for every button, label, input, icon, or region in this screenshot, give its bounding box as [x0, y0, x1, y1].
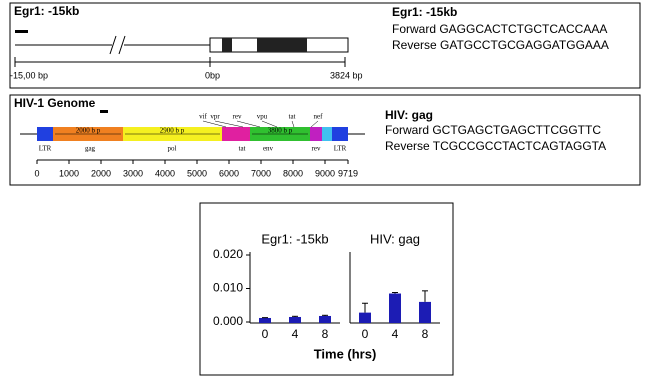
gene-label: vpr [210, 113, 220, 121]
gene-pointer [214, 120, 244, 128]
axis-tick-label: 9000 [315, 168, 335, 178]
scale-label: 3824 bp [330, 70, 363, 80]
x-tick-label: 4 [292, 327, 299, 341]
bar [319, 315, 331, 323]
exon [222, 38, 232, 52]
segment-label: 2900 b p [160, 127, 185, 135]
primer-forward: Forward GCTGAGCTGAGCTTCGGTTC [385, 123, 601, 137]
primer-reverse: Reverse TCGCCGCCTACTCAGTAGGTA [385, 139, 606, 153]
gene-label: vpu [257, 113, 268, 121]
ltr [332, 127, 348, 141]
rev-region [310, 127, 322, 141]
scale-label: -15,00 bp [10, 70, 48, 80]
gene-pointer [291, 120, 295, 128]
gene-label: nef [314, 113, 324, 121]
gene-label: tat [239, 145, 246, 153]
x-tick-label: 4 [392, 327, 399, 341]
primer-title: Egr1: -15kb [392, 5, 457, 19]
x-tick-label: 8 [422, 327, 429, 341]
bar [419, 301, 431, 323]
primer-reverse: Reverse GATGCCTGCGAGGATGGAAA [392, 38, 609, 52]
y-tick-label: 0.020 [213, 247, 243, 261]
axis-tick-label: 8000 [283, 168, 303, 178]
x-tick-label: 0 [262, 327, 269, 341]
axis-tick-label: 1000 [59, 168, 79, 178]
y-tick-label: 0.000 [213, 314, 243, 328]
x-axis-title: Time (hrs) [314, 346, 377, 361]
exon [257, 38, 307, 52]
break-mark [109, 35, 117, 55]
panel-frame [199, 202, 454, 376]
gene-label: rev [233, 113, 242, 121]
ltr [37, 127, 53, 141]
gene-pointer [261, 120, 278, 128]
gene-pointer [236, 120, 261, 128]
gene-label: env [263, 145, 274, 153]
amplicon [15, 30, 28, 33]
gene-label: vif [199, 113, 207, 121]
axis-tick-label: 2000 [91, 168, 111, 178]
bar [289, 316, 301, 323]
axis-tick-label: 0 [34, 168, 39, 178]
segment-label: 3800 b p [268, 127, 293, 135]
map-title: Egr1: -15kb [14, 4, 79, 18]
gene-pointer [202, 120, 227, 128]
x-tick-label: 8 [322, 327, 329, 341]
gene-label: rev [312, 145, 321, 153]
axis-tick-label: 6000 [219, 168, 239, 178]
region-label: gag [85, 145, 96, 153]
accessory-region [222, 127, 250, 141]
primer-forward: Forward GAGGCACTCTGCTCACCAAA [392, 22, 607, 36]
region-label: pol [168, 145, 177, 153]
axis-tick-label: 4000 [155, 168, 175, 178]
region-label: LTR [334, 145, 347, 153]
axis-tick-label: 5000 [187, 168, 207, 178]
primer-title: HIV: gag [385, 108, 433, 122]
bar [389, 293, 401, 323]
axis-tick-label: 7000 [251, 168, 271, 178]
nef-region [322, 127, 332, 141]
chart-title: HIV: gag [370, 231, 420, 246]
segment-label: 2000 b p [76, 127, 101, 135]
break-mark [118, 35, 126, 55]
map-title: HIV-1 Genome [14, 96, 96, 110]
x-tick-label: 0 [362, 327, 369, 341]
scale-label: 0bp [205, 70, 220, 80]
amplicon [100, 110, 108, 113]
panel-frame [9, 94, 641, 186]
bar [359, 312, 371, 323]
region-label: LTR [39, 145, 52, 153]
axis-tick-label: 3000 [123, 168, 143, 178]
gene-label: tat [289, 113, 296, 121]
bar [259, 317, 271, 323]
chart-title: Egr1: -15kb [261, 231, 328, 246]
y-tick-label: 0.010 [213, 281, 243, 295]
axis-tick-label: 9719 [338, 168, 358, 178]
gene-pointer [310, 120, 319, 128]
panel-frame [9, 2, 641, 89]
